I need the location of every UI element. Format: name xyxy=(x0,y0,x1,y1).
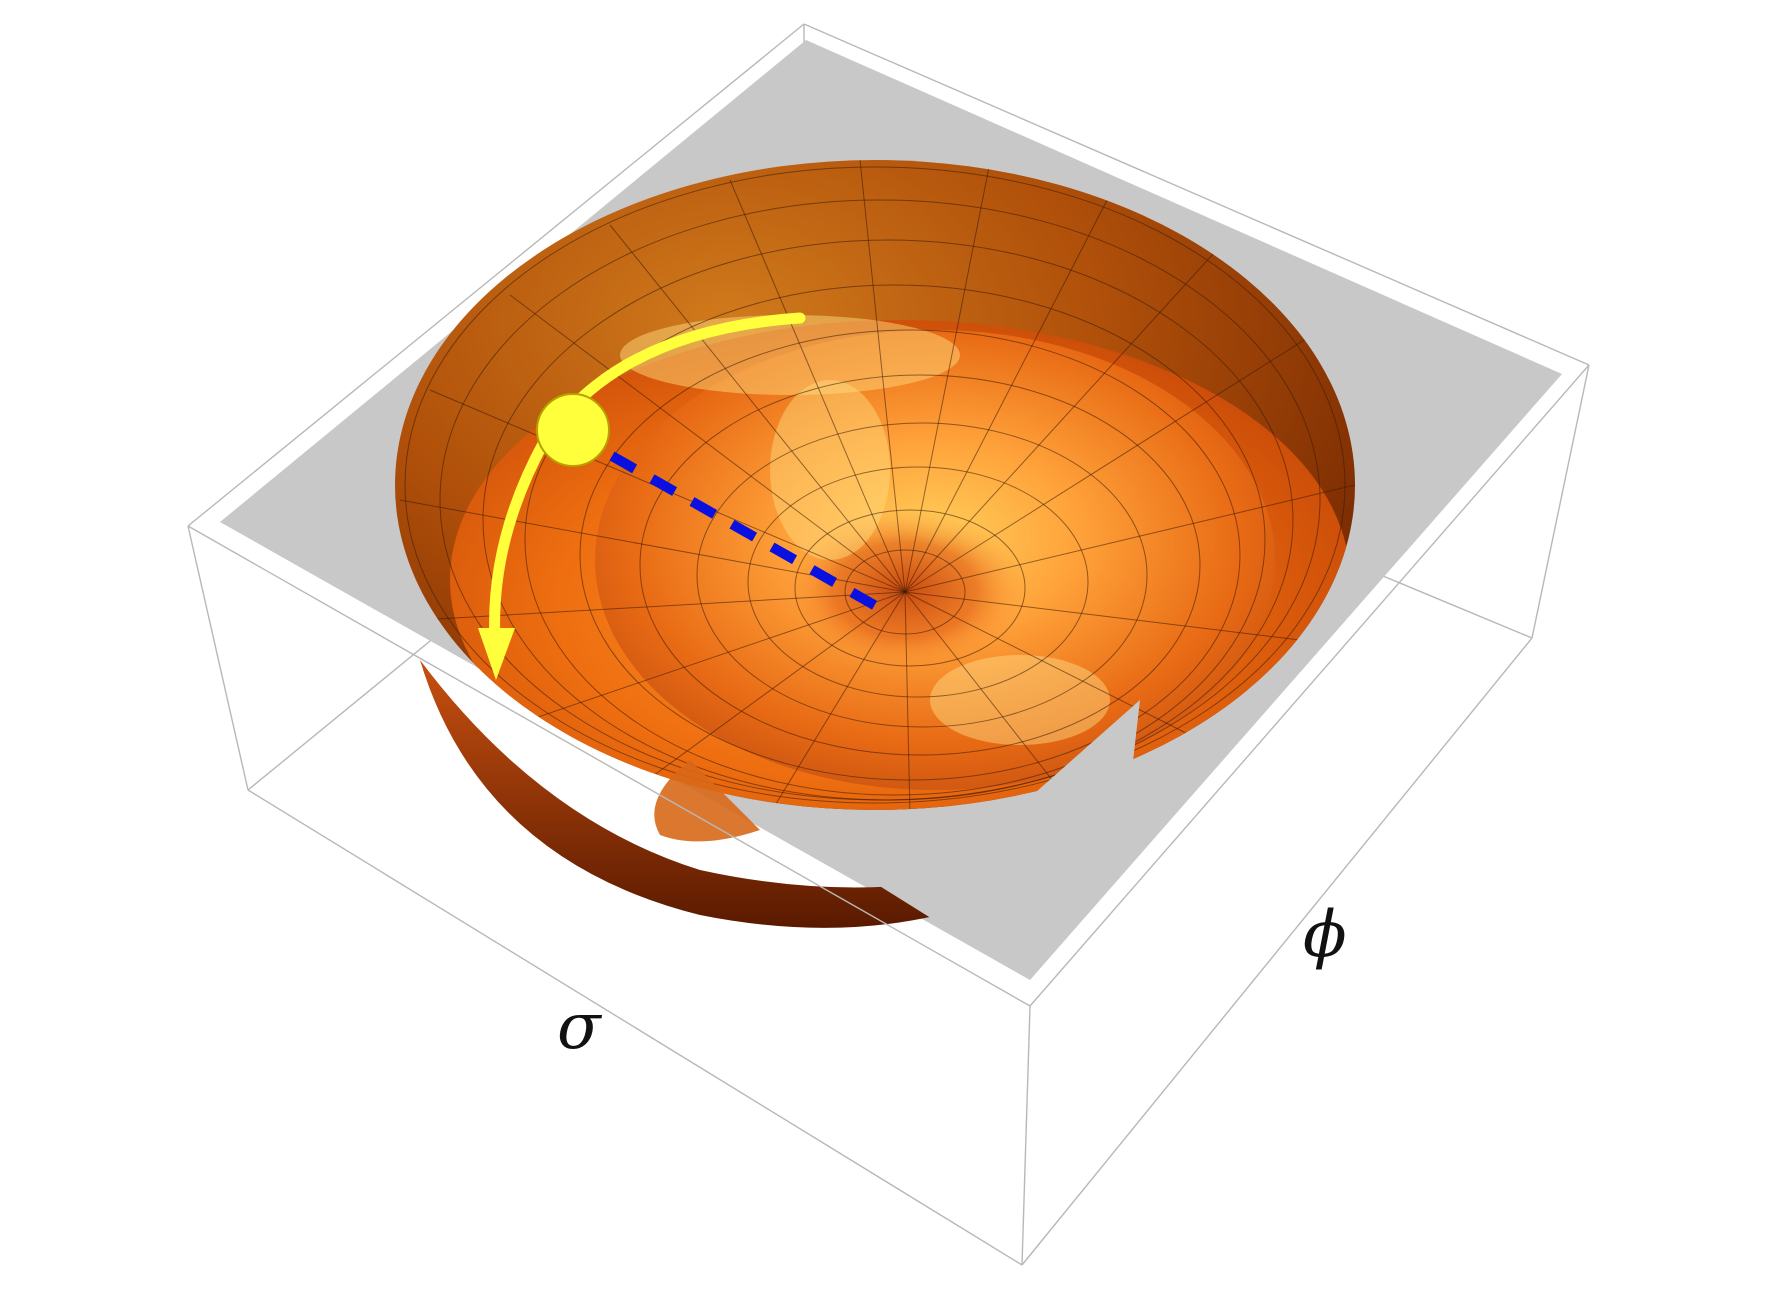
sigma-axis-label: σ xyxy=(557,990,603,1064)
ball-marker xyxy=(536,393,610,467)
bounding-box-front xyxy=(187,364,1590,1266)
highlight-top xyxy=(620,315,960,395)
plane-front-notch xyxy=(790,700,1140,980)
surface-mesh-spokes xyxy=(399,160,1355,810)
bowl-rim-fold xyxy=(654,760,760,842)
surface-mesh-rings xyxy=(404,166,1346,804)
dashed-radial-line xyxy=(609,451,893,619)
highlight-right xyxy=(930,655,1110,745)
highlight-inner xyxy=(770,380,890,560)
phi-axis-label: ϕ xyxy=(1303,898,1347,972)
